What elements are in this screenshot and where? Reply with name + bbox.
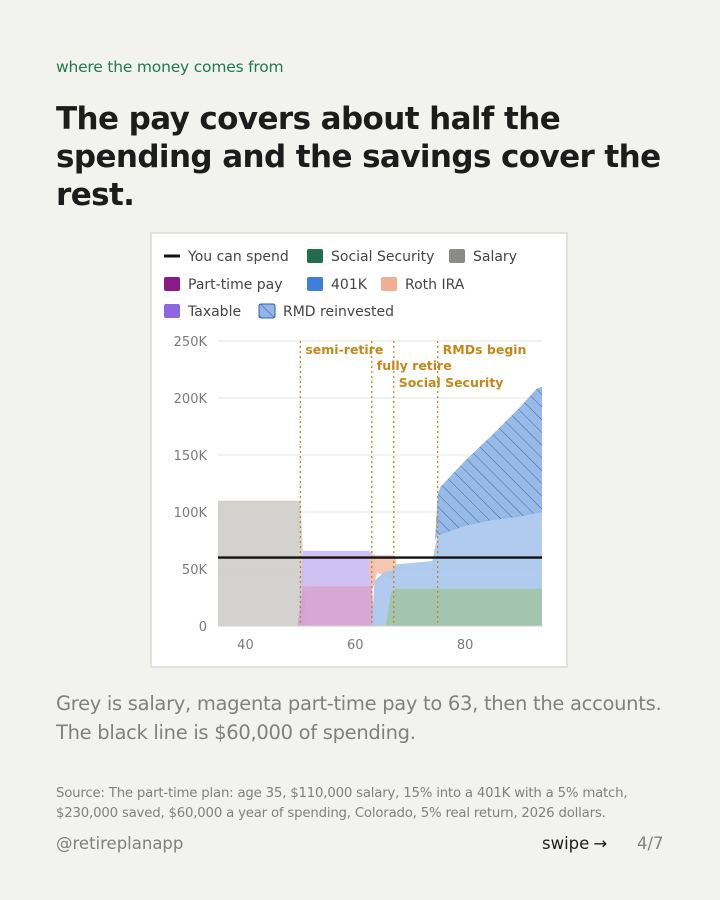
legend-swatch [258,303,276,319]
legend-label: You can spend [187,249,289,265]
area-salary [218,500,306,626]
x-tick-label: 40 [237,638,254,653]
y-tick-label: 250K [174,335,208,350]
legend-item-taxable: Taxable [164,304,241,320]
area-part_time [297,586,375,626]
y-tick-label: 200K [174,392,208,407]
area-social_security [385,588,542,626]
marker-label: RMDs begin [443,342,527,357]
legend-swatch [381,277,397,291]
legend-label: Roth IRA [405,277,465,293]
legend-item-spend: You can spend [164,249,289,265]
arrow-right-icon: → [593,834,608,853]
area-taxable [297,550,375,626]
legend-swatch [164,304,180,318]
swipe-label: swipe [542,834,590,853]
x-tick-label: 60 [347,638,364,653]
income-sources-chart: You can spend Social Security Salary Part-t… [164,249,542,653]
legend-label: Social Security [331,249,434,265]
y-tick-label: 50K [182,563,208,578]
kicker: where the money comes from [56,58,284,76]
legend-label: 401K [331,277,368,293]
legend-label: Part-time pay [188,277,283,293]
headline: The pay covers about half the spending a… [56,101,661,213]
legend-swatch [449,249,465,263]
legend-item-salary: Salary [449,249,517,265]
marker-label: fully retire [377,358,452,373]
caption: Grey is salary, magenta part-time pay to… [56,692,662,744]
area-roth [369,554,397,592]
legend-label: Taxable [187,304,241,320]
legend-item-roth: Roth IRA [381,277,465,293]
legend-swatch [307,277,323,291]
legend-item-part_time: Part-time pay [164,277,283,293]
legend-item-social_security: Social Security [307,249,434,265]
y-tick-label: 0 [199,620,207,635]
legend-item-rmd: RMD reinvested [258,303,394,320]
y-tick-label: 100K [174,506,208,521]
legend-item-k401: 401K [307,277,368,293]
marker-label: semi-retire [305,342,383,357]
legend-label: Salary [473,249,517,265]
area-rmd [434,386,542,541]
marker-label: Social Security [399,375,504,390]
legend-swatch [164,277,180,291]
page-indicator: 4/7 [637,834,664,853]
area-k401 [371,512,542,626]
legend-label: RMD reinvested [283,304,394,320]
chart-legend: You can spend Social Security Salary Part-t… [164,249,517,320]
chart-card: You can spend Social Security Salary Part-t… [150,232,568,668]
legend-swatch [307,249,323,263]
y-tick-label: 150K [174,449,208,464]
x-tick-label: 80 [457,638,474,653]
swipe-hint[interactable]: swipe → [542,834,607,853]
account-handle[interactable]: @retireplanapp [56,834,184,853]
source-note: Source: The part-time plan: age 35, $110… [56,786,628,821]
